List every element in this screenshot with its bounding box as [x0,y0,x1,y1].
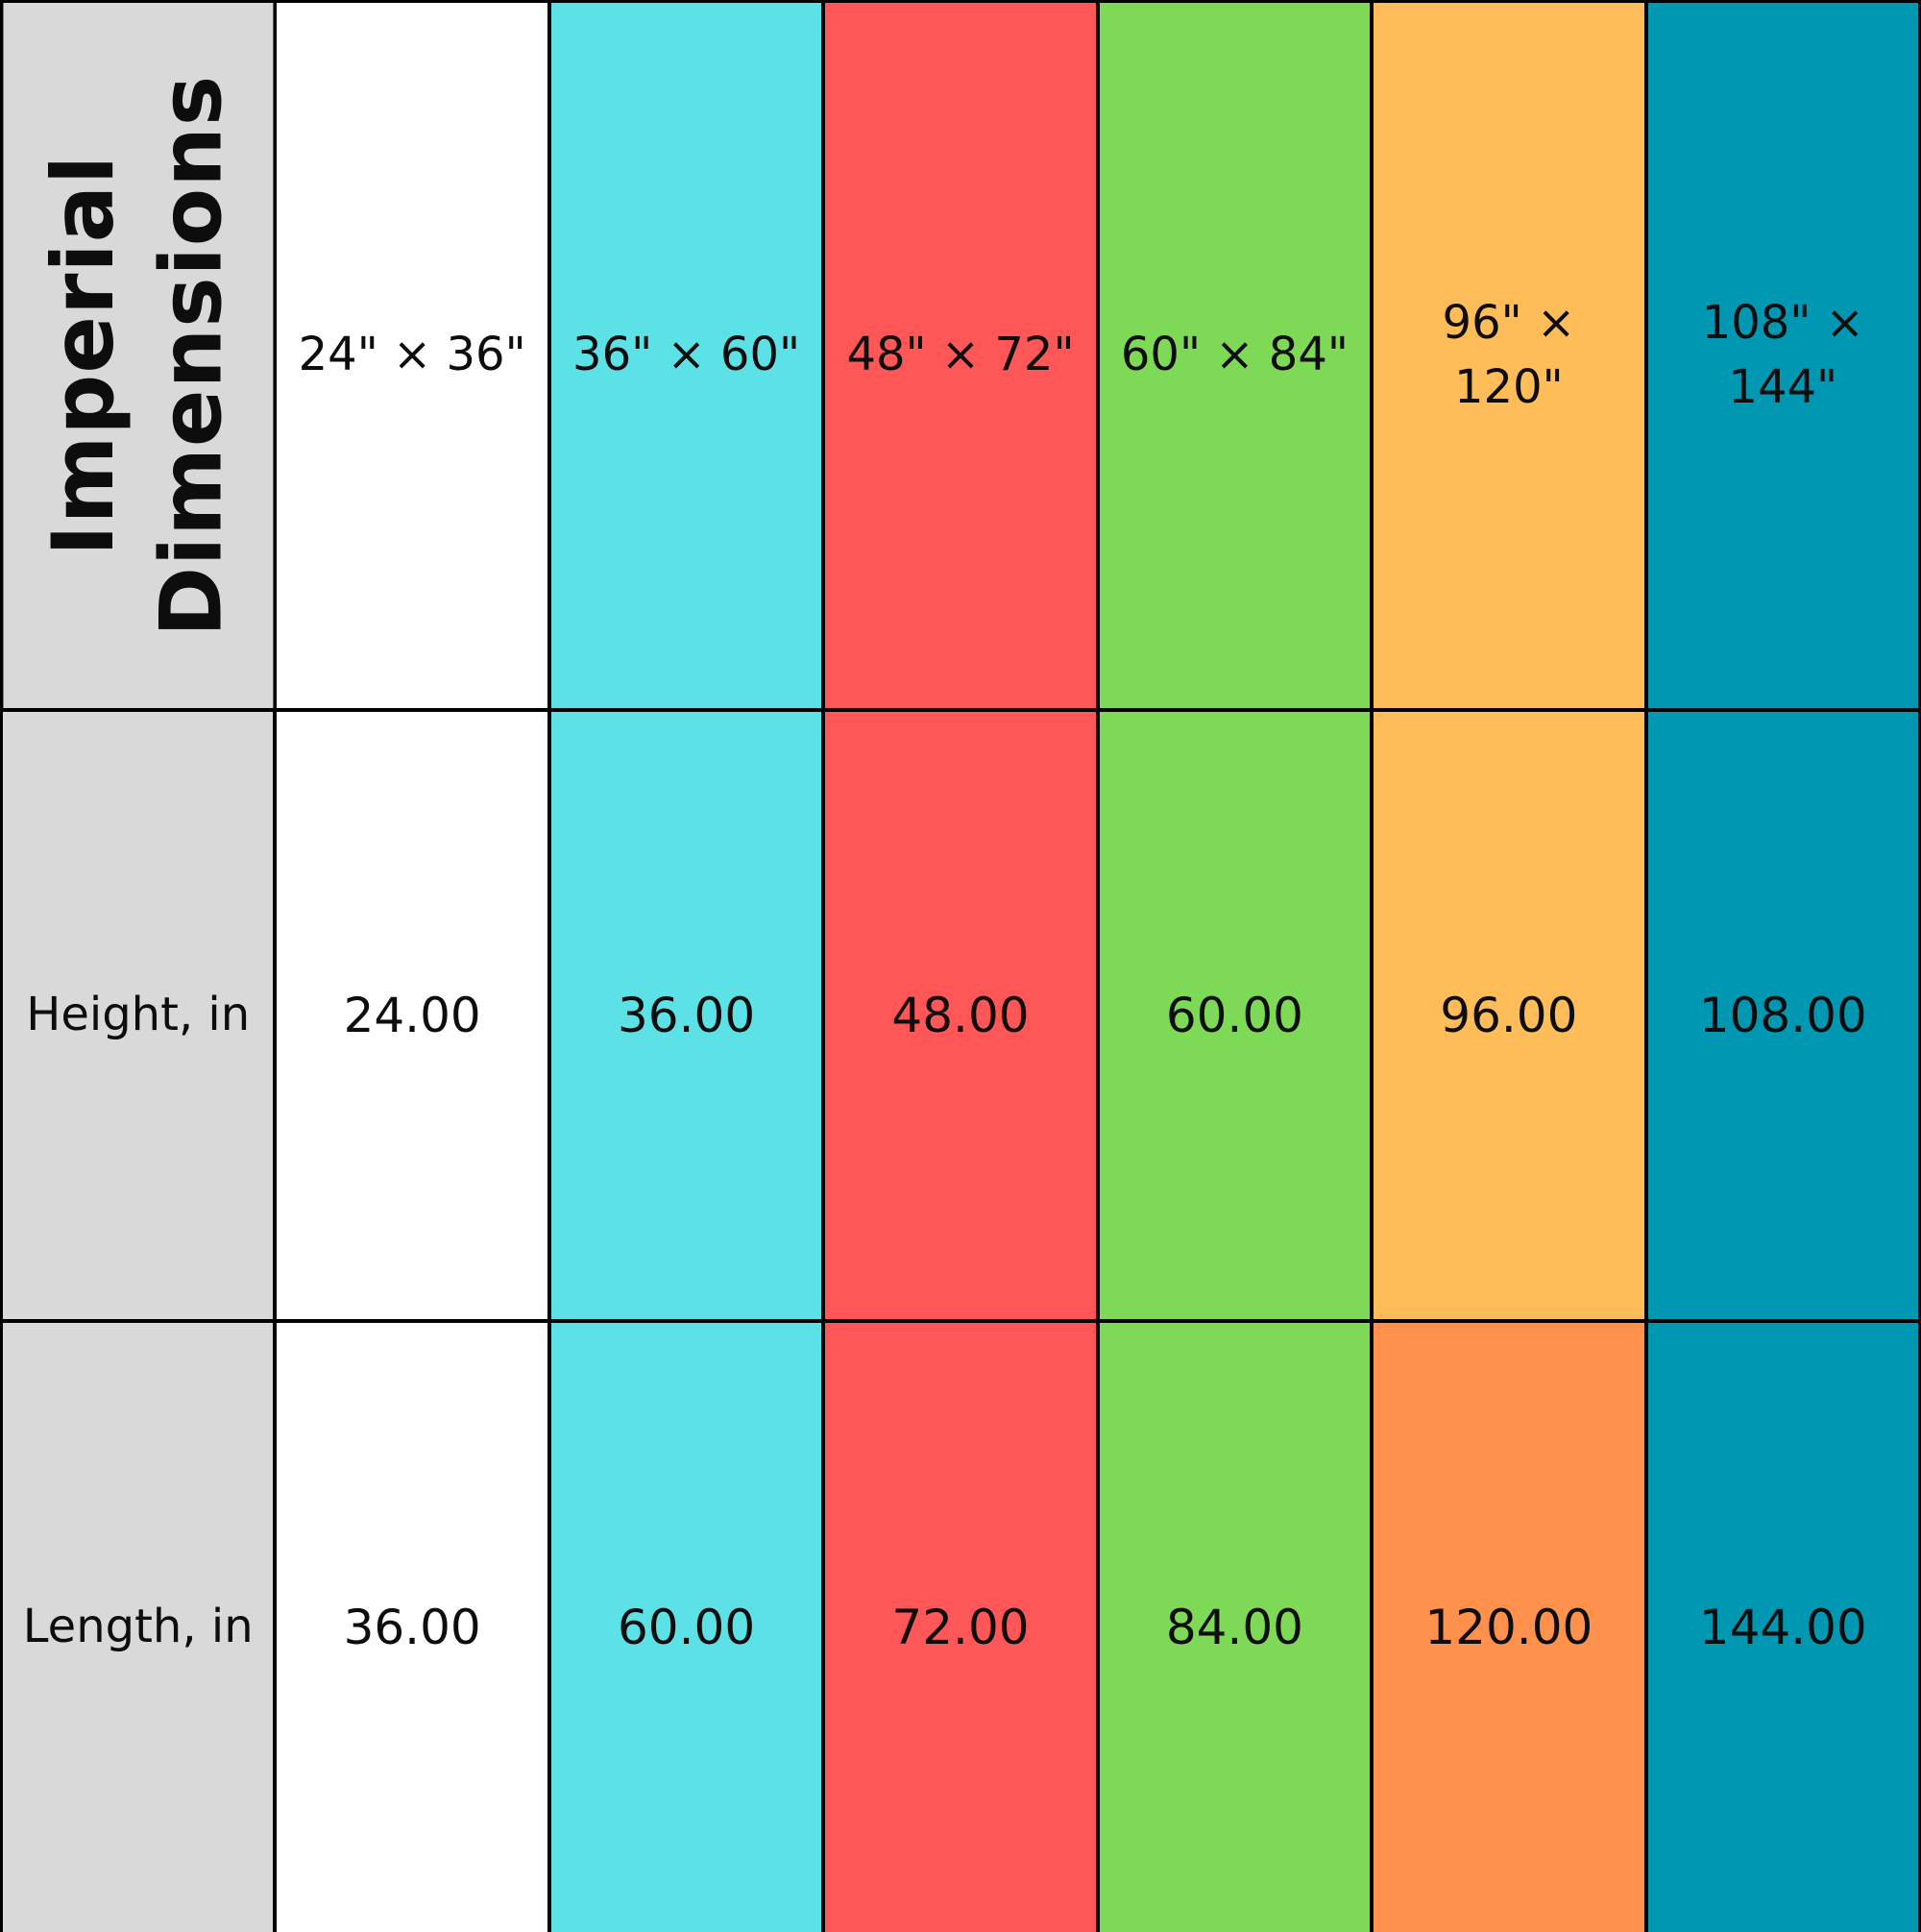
value-cell: 60.00 [1099,712,1371,1319]
value-cell: 36.00 [550,712,822,1319]
value-cell: 144.00 [1647,1323,1918,1932]
size-label: 60" × 84" [1099,3,1371,708]
row-label: Length, in [3,1323,274,1932]
value-cell: 48.00 [825,712,1096,1319]
size-label: 108" × 144" [1647,3,1918,708]
value-cell: 60.00 [550,1323,822,1932]
value-cell: 96.00 [1374,712,1644,1319]
size-label: 48" × 72" [825,3,1096,708]
value-cell: 84.00 [1099,1323,1371,1932]
size-label: 96" × 120" [1374,3,1644,708]
value-cell: 36.00 [277,1323,547,1932]
row-label: Height, in [3,712,274,1319]
value-cell: 24.00 [277,712,547,1319]
value-cell: 120.00 [1374,1323,1644,1932]
table-header: Imperial Dimensions [3,3,274,708]
value-cell: 108.00 [1647,712,1918,1319]
size-label: 36" × 60" [550,3,822,708]
size-label: 24" × 36" [277,3,547,708]
value-cell: 72.00 [825,1323,1096,1932]
